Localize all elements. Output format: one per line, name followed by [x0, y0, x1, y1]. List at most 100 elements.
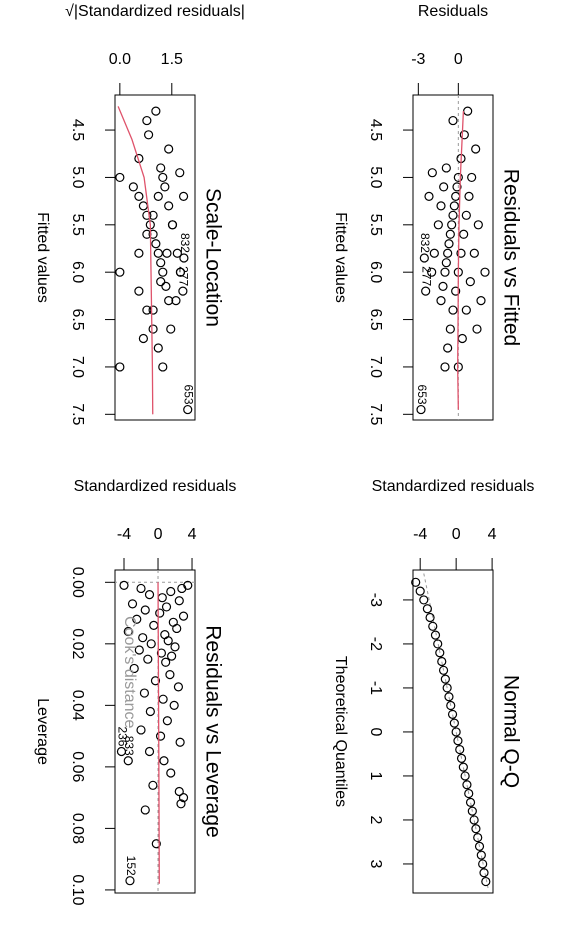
data-point	[173, 682, 184, 692]
data-point	[433, 220, 443, 230]
data-point	[476, 850, 486, 860]
data-point	[153, 191, 163, 201]
data-point	[123, 626, 133, 637]
panel-title: Residuals vs Leverage	[201, 625, 224, 837]
data-point	[465, 277, 475, 287]
data-point	[442, 683, 452, 693]
data-point	[140, 805, 150, 815]
x-tick-label: -2	[367, 637, 384, 651]
x-tick-label: 0.02	[69, 628, 86, 659]
data-point	[469, 248, 479, 258]
data-point	[451, 286, 461, 296]
x-tick-label: 7.0	[69, 356, 86, 378]
data-point	[159, 756, 169, 766]
data-point	[449, 201, 459, 211]
data-point	[479, 868, 489, 878]
data-point	[161, 657, 171, 667]
x-tick-label: 6.5	[69, 308, 86, 330]
point-label: 833	[122, 736, 136, 756]
data-point	[464, 788, 474, 799]
x-axis-label: Fitted values	[332, 212, 349, 303]
x-tick-label: 5.5	[367, 214, 384, 236]
data-point	[165, 669, 175, 680]
y-axis-label: Residuals	[418, 3, 488, 20]
data-point	[419, 595, 429, 605]
data-point	[440, 674, 450, 684]
y-axis-label: √|Standardized residuals|	[65, 3, 245, 20]
data-point	[467, 172, 477, 183]
data-point	[127, 599, 138, 609]
data-point	[451, 727, 461, 737]
data-point	[433, 639, 443, 649]
plot-frame	[412, 94, 494, 421]
x-tick-label: 5.0	[69, 166, 86, 188]
data-point	[443, 248, 453, 258]
data-point	[458, 762, 468, 772]
data-point	[129, 663, 139, 674]
y-tick-label: 0	[454, 51, 463, 68]
data-point	[151, 239, 161, 249]
data-point	[138, 333, 148, 344]
labeled-point	[416, 404, 426, 415]
panel-title: Normal Q-Q	[499, 675, 522, 788]
data-point	[175, 737, 185, 747]
panel-title: Residuals vs Fitted	[499, 169, 522, 346]
data-point	[448, 115, 458, 126]
data-point	[174, 596, 184, 606]
data-point	[115, 362, 125, 372]
data-point	[156, 163, 166, 173]
data-point	[145, 706, 155, 717]
data-point	[164, 144, 174, 154]
data-point	[156, 277, 166, 287]
y-tick-label: 1.5	[161, 51, 183, 68]
y-tick-label: -4	[413, 526, 427, 543]
smooth-line	[457, 111, 465, 410]
data-point	[158, 267, 168, 277]
x-tick-label: 7.5	[69, 403, 86, 425]
point-label: 832	[178, 233, 192, 253]
plot-frame	[114, 569, 196, 894]
data-point	[480, 267, 490, 277]
data-point	[161, 602, 172, 612]
data-point	[144, 590, 155, 600]
x-tick-label: 4.5	[367, 119, 384, 141]
data-point	[177, 583, 187, 594]
data-point	[452, 182, 462, 192]
data-point	[139, 688, 150, 698]
y-tick-label: 4	[488, 526, 497, 543]
data-point	[136, 583, 146, 594]
data-point	[469, 815, 479, 825]
data-point	[153, 343, 163, 353]
data-point	[119, 580, 129, 590]
data-point	[438, 665, 449, 675]
data-point	[448, 305, 458, 315]
data-point	[460, 771, 470, 781]
data-point	[175, 267, 186, 277]
y-axis-label: Standardized residuals	[372, 478, 535, 495]
data-point	[140, 605, 150, 615]
x-tick-label: 6.5	[367, 308, 384, 330]
data-point	[427, 267, 437, 277]
x-tick-label: 4.5	[69, 119, 86, 141]
data-point	[455, 744, 465, 755]
data-point	[151, 839, 161, 849]
data-point	[167, 220, 178, 230]
x-tick-label: 0.00	[69, 567, 86, 598]
data-point	[128, 182, 138, 192]
data-point	[441, 258, 451, 268]
y-axis-label: Standardized residuals	[74, 478, 237, 495]
data-point	[162, 716, 172, 726]
labeled-point	[125, 876, 135, 886]
data-point	[445, 324, 455, 334]
data-point	[138, 633, 148, 643]
x-tick-label: 1	[367, 771, 384, 780]
data-point	[115, 267, 125, 277]
data-point	[430, 630, 441, 640]
labeled-point	[183, 404, 193, 415]
data-point	[171, 296, 181, 306]
data-point	[472, 324, 482, 334]
data-point	[158, 172, 168, 183]
data-point	[162, 248, 172, 258]
